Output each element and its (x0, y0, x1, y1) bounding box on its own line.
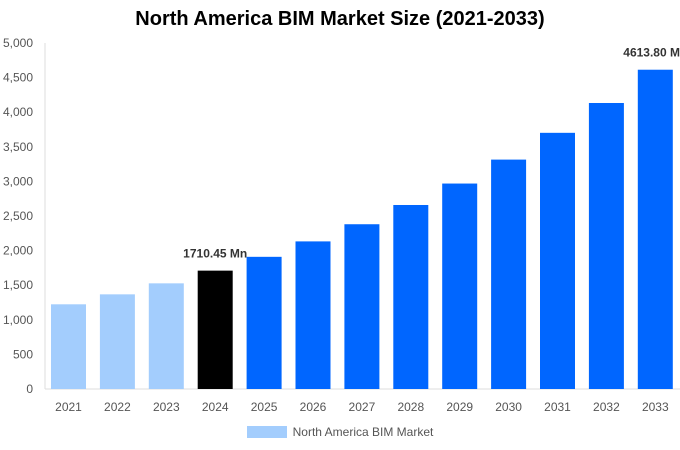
bar-2023 (148, 283, 184, 389)
x-tick-label: 2029 (446, 400, 473, 414)
bar-2031 (540, 132, 575, 389)
legend-label: North America BIM Market (292, 425, 434, 439)
x-tick-label: 2027 (349, 400, 376, 414)
x-tick-label: 2023 (153, 400, 180, 414)
bar-2025 (246, 256, 282, 389)
bar-2027 (344, 224, 380, 389)
y-tick-label: 2,500 (3, 209, 33, 223)
x-tick-label: 2028 (397, 400, 424, 414)
legend: North America BIM Market (0, 425, 680, 439)
x-tick-label: 2025 (251, 400, 278, 414)
bar-2026 (295, 241, 331, 389)
bar-2032 (588, 102, 624, 389)
y-tick-label: 5,000 (3, 36, 33, 50)
x-tick-label: 2021 (55, 400, 82, 414)
bar-2021 (51, 304, 86, 389)
y-tick-label: 3,500 (3, 140, 33, 154)
bar-2028 (393, 204, 429, 389)
bar-2024 (197, 270, 233, 389)
y-tick-label: 500 (13, 347, 33, 361)
bar-2033 (637, 69, 673, 389)
y-tick-label: 3,000 (3, 174, 33, 188)
y-tick-label: 4,500 (3, 71, 33, 85)
x-tick-label: 2031 (544, 400, 571, 414)
data-label: 4613.80 Mn (623, 46, 680, 60)
bar-2030 (491, 159, 527, 389)
y-tick-label: 1,500 (3, 278, 33, 292)
y-tick-label: 4,000 (3, 105, 33, 119)
chart-title: North America BIM Market Size (2021-2033… (135, 8, 545, 30)
bar-2029 (442, 183, 478, 389)
y-tick-label: 1,000 (3, 313, 33, 327)
y-tick-label: 0 (26, 382, 33, 396)
data-label: 1710.45 Mn (183, 247, 247, 261)
x-tick-label: 2026 (300, 400, 327, 414)
x-tick-label: 2032 (593, 400, 620, 414)
x-tick-label: 2022 (104, 400, 131, 414)
x-tick-label: 2030 (495, 400, 522, 414)
x-tick-label: 2033 (642, 400, 669, 414)
legend-swatch (246, 426, 287, 438)
y-tick-label: 2,000 (3, 244, 33, 258)
x-tick-label: 2024 (202, 400, 229, 414)
bar-2022 (99, 294, 135, 389)
